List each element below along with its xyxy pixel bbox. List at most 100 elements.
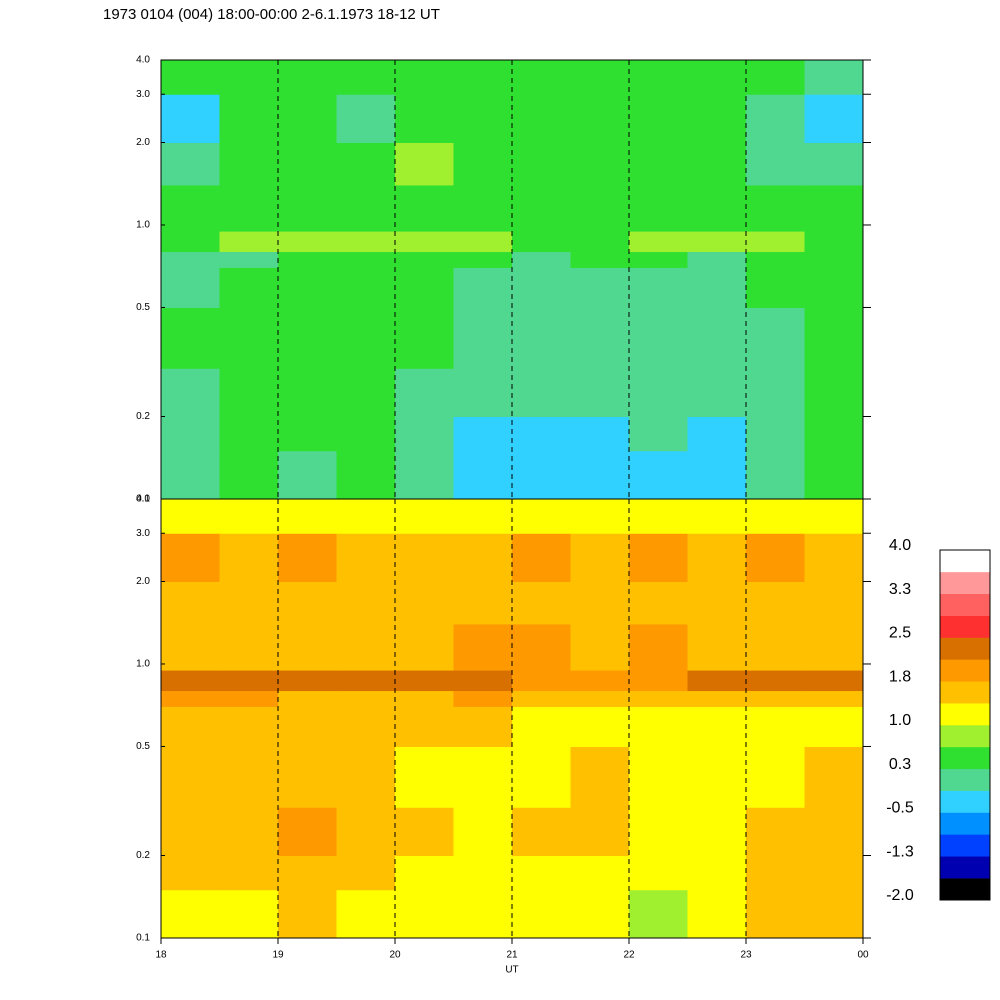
- spectrogram-cell: [161, 746, 220, 808]
- colorbar-tick-label: 1.0: [889, 712, 911, 729]
- spectrogram-cell: [629, 623, 688, 671]
- spectrogram-cell: [278, 499, 337, 534]
- spectrogram-cell: [161, 623, 220, 671]
- spectrogram-cell: [570, 690, 630, 707]
- spectrogram-cell: [395, 231, 454, 253]
- spectrogram-cell: [453, 746, 513, 808]
- spectrogram-cell: [570, 450, 630, 500]
- spectrogram-cell: [570, 416, 630, 452]
- spectrogram-cell: [570, 307, 630, 369]
- spectrogram-cell: [687, 807, 747, 857]
- y-tick-label: 3.0: [136, 528, 150, 539]
- spectrogram-cell: [629, 368, 688, 418]
- spectrogram-cell: [336, 231, 396, 253]
- colorbar-swatch: [940, 550, 990, 573]
- spectrogram-cell: [161, 231, 220, 253]
- spectrogram-cell: [278, 251, 337, 268]
- colorbar-swatch: [940, 812, 990, 835]
- x-tick-label: 20: [389, 950, 401, 961]
- spectrogram-cell: [512, 670, 571, 692]
- spectrogram-cell: [395, 889, 454, 939]
- spectrogram-cell: [629, 184, 688, 232]
- spectrogram-cell: [570, 231, 630, 253]
- spectrogram-cell: [570, 251, 630, 268]
- spectrogram-cell: [570, 746, 630, 808]
- spectrogram-cell: [219, 368, 279, 418]
- spectrogram-cell: [278, 231, 337, 253]
- spectrogram-cell: [512, 184, 571, 232]
- colorbar-tick-label: 3.3: [889, 581, 911, 598]
- colorbar-swatch: [940, 725, 990, 748]
- spectrogram-cell: [453, 499, 513, 534]
- spectrogram-cell: [687, 746, 747, 808]
- spectrogram-cell: [395, 60, 454, 95]
- spectrogram-cell: [219, 855, 279, 891]
- spectrogram-cell: [395, 807, 454, 857]
- spectrogram-cell: [804, 706, 864, 747]
- spectrogram-cell: [746, 307, 805, 369]
- colorbar-tick-label: -2.0: [886, 887, 914, 904]
- colorbar-swatch: [940, 703, 990, 726]
- spectrogram-cell: [336, 499, 396, 534]
- spectrogram-cell: [687, 533, 747, 582]
- spectrogram-cell: [161, 670, 220, 692]
- spectrogram-cell: [278, 450, 337, 500]
- spectrogram-cell: [629, 807, 688, 857]
- spectrogram-cell: [629, 450, 688, 500]
- x-tick-label: 22: [623, 950, 635, 961]
- spectrogram-cell: [512, 60, 571, 95]
- colorbar-frame: [939, 549, 991, 901]
- colorbar-swatch: [940, 834, 990, 857]
- y-tick-label: 2.0: [136, 137, 150, 148]
- spectrogram-cell: [453, 368, 513, 418]
- spectrogram-cell: [804, 251, 864, 268]
- spectrogram-cell: [161, 855, 220, 891]
- y-tick-label: 1.0: [136, 220, 150, 231]
- spectrogram-cell: [219, 94, 279, 143]
- spectrogram-cell: [395, 142, 454, 186]
- spectrogram-cell: [804, 267, 864, 308]
- spectrogram-cell: [746, 267, 805, 308]
- spectrogram-cell: [629, 746, 688, 808]
- spectrogram-cell: [395, 251, 454, 268]
- spectrogram-cell: [336, 623, 396, 671]
- spectrogram-cell: [278, 690, 337, 707]
- spectrogram-cell: [687, 142, 747, 186]
- spectrogram-cell: [687, 231, 747, 253]
- x-tick-label: 18: [155, 950, 167, 961]
- x-tick-label: 00: [857, 950, 869, 961]
- spectrogram-cell: [453, 706, 513, 747]
- spectrogram-cell: [687, 184, 747, 232]
- spectrogram-cell: [395, 307, 454, 369]
- spectrogram-cell: [512, 855, 571, 891]
- spectrogram-cell: [746, 889, 805, 939]
- colorbar-swatch: [940, 571, 990, 595]
- spectrogram-cell: [687, 670, 747, 692]
- spectrogram-cell: [804, 60, 864, 95]
- spectrogram-cell: [570, 807, 630, 857]
- spectrogram-cell: [395, 94, 454, 143]
- spectrogram-cell: [570, 184, 630, 232]
- spectrogram-cell: [161, 450, 220, 500]
- spectrogram-cell: [512, 267, 571, 308]
- spectrogram-cell: [278, 533, 337, 582]
- spectrogram-cell: [278, 307, 337, 369]
- colorbar-swatch: [940, 768, 990, 791]
- y-tick-label: 4.0: [136, 494, 150, 505]
- spectrogram-cell: [278, 889, 337, 939]
- spectrogram-cell: [219, 581, 279, 625]
- spectrogram-cell: [687, 450, 747, 500]
- spectrogram-cell: [278, 184, 337, 232]
- colorbar-swatch: [940, 746, 990, 770]
- y-tick-label: 0.1: [136, 494, 150, 505]
- spectrogram-cell: [746, 499, 805, 534]
- spectrogram-cell: [804, 533, 864, 582]
- spectrogram-cell: [336, 184, 396, 232]
- spectrogram-cell: [219, 690, 279, 707]
- spectrogram-cell: [629, 690, 688, 707]
- colorbar-tick-label: 4.0: [889, 537, 911, 554]
- spectrogram-cell: [804, 231, 864, 253]
- spectrogram-cell: [512, 889, 571, 939]
- spectrogram-cell: [278, 368, 337, 418]
- spectrogram-cell: [512, 581, 571, 625]
